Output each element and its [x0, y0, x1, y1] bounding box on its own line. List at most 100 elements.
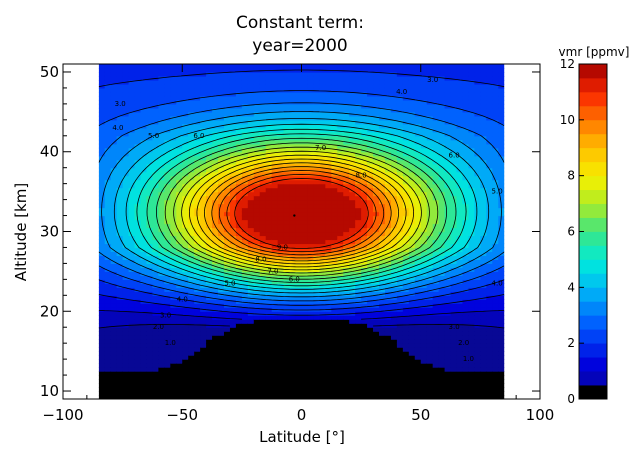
heatmap-cell	[444, 67, 452, 73]
heatmap-cell	[325, 199, 332, 205]
heatmap-cell	[396, 303, 404, 308]
heatmap-cell	[283, 315, 291, 320]
heatmap-cell	[104, 327, 112, 332]
heatmap-cell	[110, 279, 118, 284]
heatmap-cell	[140, 351, 148, 356]
heatmap-cell	[313, 275, 320, 280]
heatmap-cell	[235, 111, 243, 117]
heatmap-cell	[229, 111, 237, 117]
heatmap-cell	[128, 295, 136, 300]
heatmap-cell	[212, 199, 219, 205]
heatmap-cell	[414, 391, 422, 396]
heatmap-cell	[218, 363, 225, 368]
heatmap-cell	[253, 331, 261, 336]
heatmap-cell	[182, 395, 189, 399]
heatmap-cell	[253, 231, 261, 237]
heatmap-cell	[265, 371, 273, 376]
heatmap-cell	[218, 395, 225, 399]
heatmap-cell	[295, 227, 303, 233]
heatmap-cell	[206, 199, 213, 205]
heatmap-cell	[283, 211, 291, 217]
heatmap-cell	[343, 239, 350, 245]
heatmap-cell	[414, 343, 422, 348]
heatmap-cell	[200, 231, 207, 237]
heatmap-cell	[229, 155, 237, 161]
heatmap-cell	[152, 355, 159, 360]
heatmap-cell	[146, 355, 154, 360]
heatmap-cell	[325, 151, 332, 157]
heatmap-cell	[337, 255, 344, 261]
heatmap-cell	[259, 215, 267, 221]
heatmap-cell	[182, 99, 189, 105]
heatmap-cell	[420, 87, 428, 93]
heatmap-cell	[432, 283, 440, 288]
heatmap-cell	[253, 291, 261, 296]
heatmap-cell	[116, 75, 124, 81]
heatmap-cell	[146, 307, 154, 312]
heatmap-cell	[116, 347, 124, 352]
heatmap-cell	[313, 239, 320, 245]
heatmap-cell	[319, 151, 326, 157]
heatmap-cell	[444, 255, 452, 261]
heatmap-cell	[295, 155, 303, 161]
heatmap-cell	[289, 219, 297, 225]
heatmap-cell	[229, 291, 237, 296]
heatmap-cell	[402, 91, 410, 97]
heatmap-cell	[206, 307, 213, 312]
heatmap-cell	[283, 139, 291, 145]
heatmap-cell	[218, 247, 225, 253]
heatmap-cell	[390, 115, 398, 121]
heatmap-cell	[229, 64, 237, 69]
heatmap-cell	[152, 295, 159, 300]
heatmap-cell	[182, 367, 189, 372]
heatmap-cell	[384, 307, 392, 312]
heatmap-cell	[367, 231, 374, 237]
heatmap-cell	[104, 135, 112, 141]
heatmap-cell	[331, 107, 338, 113]
heatmap-cell	[337, 207, 344, 213]
heatmap-cell	[295, 367, 303, 372]
heatmap-cell	[271, 167, 279, 173]
heatmap-cell	[367, 191, 374, 197]
heatmap-cell	[426, 319, 434, 324]
heatmap-cell	[301, 347, 309, 352]
heatmap-cell	[247, 347, 255, 352]
heatmap-cell	[396, 355, 404, 360]
heatmap-cell	[122, 371, 130, 376]
heatmap-cell	[325, 219, 332, 225]
heatmap-cell	[313, 227, 320, 233]
heatmap-cell	[200, 95, 207, 101]
heatmap-cell	[188, 291, 195, 296]
heatmap-cell	[283, 207, 291, 213]
heatmap-cell	[170, 243, 177, 249]
heatmap-cell	[182, 251, 189, 257]
heatmap-cell	[128, 215, 136, 221]
heatmap-cell	[408, 131, 416, 137]
heatmap-cell	[307, 379, 315, 384]
heatmap-cell	[319, 271, 326, 276]
heatmap-cell	[98, 355, 106, 360]
heatmap-cell	[98, 191, 106, 197]
heatmap-cell	[438, 327, 446, 332]
heatmap-cell	[313, 163, 320, 169]
heatmap-cell	[158, 283, 165, 288]
heatmap-cell	[206, 299, 213, 304]
heatmap-cell	[116, 179, 124, 185]
heatmap-cell	[313, 315, 320, 320]
heatmap-cell	[235, 91, 243, 97]
heatmap-cell	[343, 367, 350, 372]
heatmap-cell	[170, 195, 177, 201]
heatmap-cell	[182, 219, 189, 225]
heatmap-cell	[116, 171, 124, 177]
heatmap-cell	[212, 91, 219, 97]
heatmap-cell	[432, 127, 440, 133]
heatmap-cell	[200, 347, 207, 352]
heatmap-cell	[283, 243, 291, 249]
heatmap-cell	[349, 367, 356, 372]
heatmap-cell	[408, 115, 416, 121]
heatmap-cell	[146, 255, 154, 261]
heatmap-cell	[247, 323, 255, 328]
heatmap-cell	[396, 323, 404, 328]
heatmap-cell	[188, 103, 195, 109]
heatmap-cell	[152, 275, 159, 280]
